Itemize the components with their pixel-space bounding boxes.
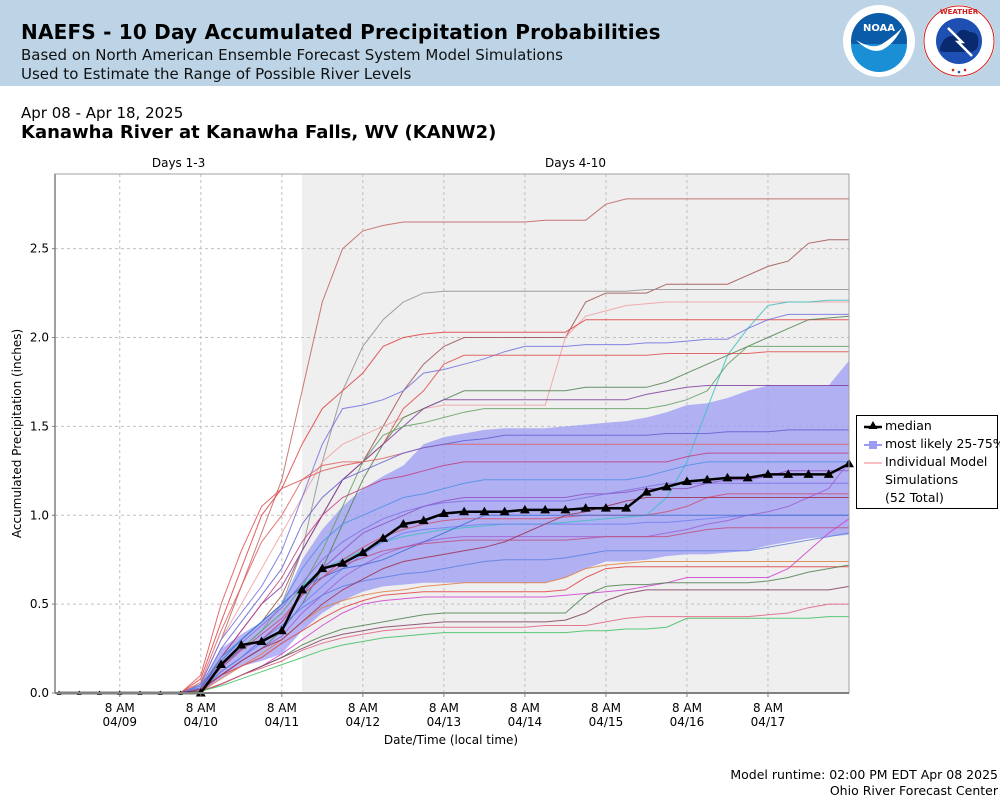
median-point (398, 519, 409, 528)
precipitation-chart: Days 1-3 Days 4-10 0.0 0.5 1.0 1.5 2.0 2.5 8 A… (10, 156, 854, 747)
median-point (317, 563, 328, 573)
median-point (600, 503, 611, 512)
median-point (580, 503, 591, 512)
median-point (823, 469, 834, 478)
x-tick-label-date: 04/16 (670, 715, 705, 729)
median-point (681, 476, 692, 485)
x-tick-label-date: 04/15 (589, 715, 624, 729)
nws-logo-icon: WEATHER (923, 5, 995, 77)
median-point (661, 481, 672, 491)
page-title: NAEFS - 10 Day Accumulated Precipitation… (21, 20, 661, 44)
header-banner: NAEFS - 10 Day Accumulated Precipitation… (0, 0, 1000, 86)
y-tick-label: 0.5 (30, 597, 49, 611)
median-marker-icon (864, 421, 882, 429)
legend-members-label-2: Simulations (885, 472, 959, 487)
ensemble-member-line (59, 461, 849, 694)
ensemble-member-line (59, 482, 849, 694)
x-tick-label-time: 8 AM (510, 701, 540, 715)
median-point (803, 469, 814, 478)
legend-median-label: median (885, 418, 932, 433)
legend-members-label-3: (52 Total) (885, 490, 944, 505)
station-title: Kanawha River at Kanawha Falls, WV (KANW… (21, 122, 497, 143)
x-tick-label-date: 04/12 (346, 715, 381, 729)
x-tick-label-date: 04/10 (183, 715, 218, 729)
x-tick-label-date: 04/14 (508, 715, 543, 729)
member-line-icon (864, 462, 882, 464)
x-tick-label-date: 04/09 (102, 715, 137, 729)
median-point (216, 659, 227, 669)
chart-legend: median most likely 25-75% Individual Mod… (856, 415, 1000, 509)
period-label: Days 4-10 (545, 156, 606, 170)
ensemble-member-line (59, 443, 849, 694)
period-label: Days 1-3 (152, 156, 205, 170)
forecast-center: Ohio River Forecast Center (829, 783, 998, 798)
legend-band-label: most likely 25-75% (885, 436, 1000, 451)
median-point (783, 469, 794, 478)
y-tick-label: 1.5 (30, 419, 49, 433)
x-axis-label: Date/Time (local time) (384, 733, 518, 747)
x-tick-label-date: 04/13 (427, 715, 462, 729)
ensemble-member-line (59, 313, 849, 694)
median-point (297, 584, 308, 594)
legend-members-label-1: Individual Model (885, 454, 988, 469)
median-point (479, 506, 490, 516)
noaa-logo-icon: NOAA (843, 5, 915, 77)
x-tick-label-time: 8 AM (348, 701, 378, 715)
median-point (236, 640, 247, 649)
median-point (722, 472, 733, 482)
y-tick-label: 0.0 (30, 686, 49, 700)
y-tick-label: 1.0 (30, 508, 49, 522)
median-point (459, 506, 470, 516)
median-point (762, 469, 773, 478)
y-axis-label: Accumulated Precipitation (inches) (10, 329, 24, 538)
median-point (742, 472, 753, 482)
x-tick-label-time: 8 AM (429, 701, 459, 715)
svg-text:WEATHER: WEATHER (940, 8, 979, 16)
median-point (702, 474, 713, 484)
median-point (540, 504, 551, 514)
median-point (357, 547, 368, 557)
median-point (560, 504, 571, 514)
median-point (418, 515, 429, 525)
x-tick-label-date: 04/11 (265, 715, 300, 729)
median-point (641, 487, 652, 496)
model-runtime: Model runtime: 02:00 PM EDT Apr 08 2025 (730, 767, 998, 782)
median-point (621, 503, 632, 512)
x-tick-label-time: 8 AM (105, 701, 135, 715)
y-tick-label: 2.5 (30, 242, 49, 256)
median-point (499, 506, 510, 516)
ensemble-member-line (59, 351, 849, 694)
date-range: Apr 08 - Apr 18, 2025 (21, 104, 184, 122)
ensemble-member-line (59, 497, 849, 694)
y-tick-label: 2.0 (30, 331, 49, 345)
page-subtitle-1: Based on North American Ensemble Forecas… (21, 46, 563, 64)
median-point (378, 533, 389, 542)
x-tick-label-time: 8 AM (186, 701, 216, 715)
median-point (438, 508, 449, 517)
median-point (337, 558, 348, 567)
noaa-logo-text: NOAA (863, 23, 895, 34)
page-subtitle-2: Used to Estimate the Range of Possible R… (21, 65, 412, 83)
x-tick-label-date: 04/17 (751, 715, 786, 729)
ensemble-member-line (59, 319, 849, 694)
x-tick-label-time: 8 AM (672, 701, 702, 715)
x-tick-label-time: 8 AM (753, 701, 783, 715)
x-tick-label-time: 8 AM (267, 701, 297, 715)
median-point (276, 625, 287, 635)
median-point (256, 636, 267, 645)
x-tick-label-time: 8 AM (591, 701, 621, 715)
band-marker-icon (864, 441, 882, 449)
median-point (519, 504, 530, 514)
